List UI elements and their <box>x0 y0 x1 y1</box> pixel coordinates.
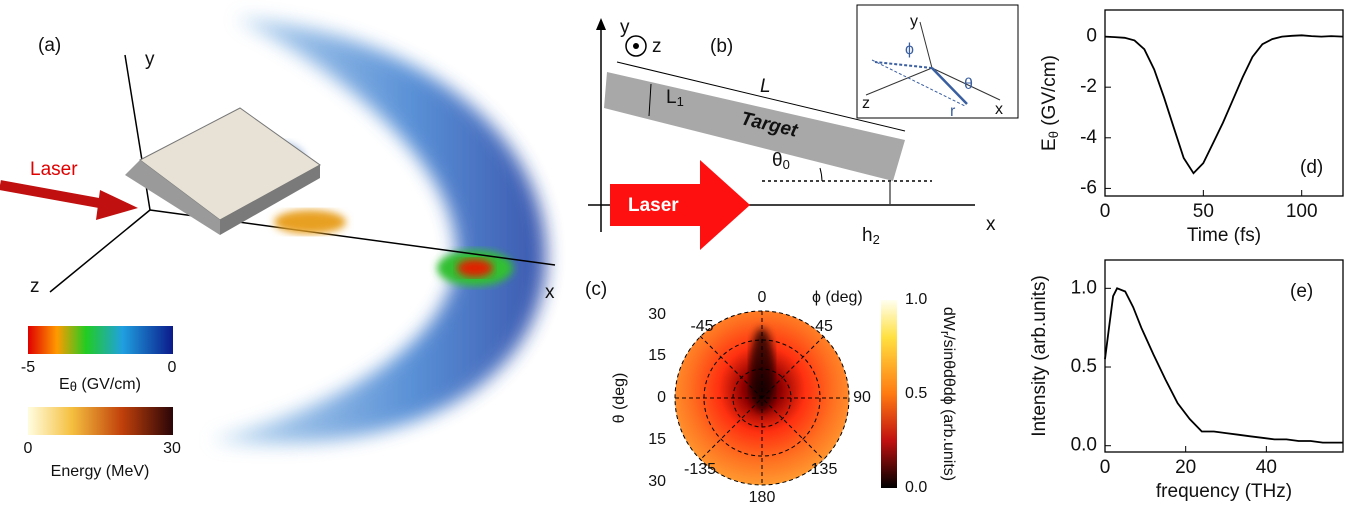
x-axis-label: Time (fs) <box>1187 225 1261 246</box>
length-label: L <box>760 76 771 97</box>
label-part: θ <box>1046 131 1061 138</box>
colorbar-label: 0.5 <box>905 385 927 402</box>
inset-label: r <box>950 103 956 120</box>
colorbar-label: 30 <box>163 440 181 457</box>
axis-label: y <box>145 49 155 70</box>
inset-label: θ <box>964 76 973 93</box>
colorbar-label: 0 <box>24 440 33 457</box>
inset-label: x <box>995 101 1003 118</box>
z-dot <box>633 43 639 49</box>
axis-label: y <box>620 17 630 38</box>
field-hotspot <box>457 259 493 277</box>
panel-c: (c) 0 45 90 135 180 -135 -45 ϕ (deg) 30 … <box>585 279 957 506</box>
y-axis-label: Eθ (GV/cm) <box>1039 55 1061 151</box>
y-tick-label: 0 <box>1086 26 1097 47</box>
page: (a) y z x Laser -5 0 Eθ (GV/cm) 0 30 Ene… <box>0 0 1357 509</box>
phi-label: 135 <box>811 461 838 478</box>
theta-label: 30 <box>648 473 666 490</box>
axis-label: z <box>30 276 40 297</box>
panel-label: (c) <box>585 279 607 300</box>
phi-label: 90 <box>853 389 871 406</box>
electron-bunch <box>274 210 346 234</box>
y-tick-label: 0.0 <box>1071 435 1097 456</box>
theta-label: 0 <box>657 389 666 406</box>
data-line <box>1105 35 1343 173</box>
phi-label: 45 <box>815 318 833 335</box>
data-line <box>1105 288 1343 442</box>
axis-label: z <box>652 36 662 57</box>
inset-label: z <box>862 95 870 112</box>
theta-label: 15 <box>648 431 666 448</box>
field-shell <box>210 18 546 444</box>
axis-label: x <box>986 214 996 235</box>
laser-label: Laser <box>30 159 78 180</box>
y-tick-label: -6 <box>1080 177 1097 198</box>
colorbar-label: 0.0 <box>905 479 927 496</box>
height-label: h2 <box>862 225 880 247</box>
panel-label: (b) <box>710 36 733 57</box>
theta-label: 30 <box>648 306 666 323</box>
phi-label: 0 <box>758 289 767 306</box>
y-tick-label: -4 <box>1080 127 1097 148</box>
x-tick-label: 0 <box>1100 457 1111 478</box>
colorbar-field <box>28 326 173 354</box>
panel-label: (e) <box>1290 281 1313 302</box>
colorbar-label: 0 <box>168 359 177 376</box>
colorbar-energy <box>28 407 173 435</box>
panel-b: y z (b) L L1 Target θ0 Laser h2 x y ϕ θ … <box>588 5 1018 250</box>
colorbar-title: dWr/sinθdθdϕ (arb.units) <box>938 307 957 481</box>
theta-title: θ (deg) <box>611 373 628 424</box>
inset-label: y <box>910 13 918 30</box>
arrow-head <box>596 18 606 30</box>
axis-z <box>50 210 150 292</box>
x-tick-label: 20 <box>1175 457 1196 478</box>
phi-title: ϕ (deg) <box>812 289 863 306</box>
laser-label: Laser <box>628 195 679 216</box>
target-slab <box>140 108 320 220</box>
panel-label: (a) <box>38 35 61 56</box>
laser-beam <box>0 185 110 205</box>
colorbar <box>881 300 897 488</box>
colorbar-title: Eθ (GV/cm) <box>59 376 141 394</box>
y-axis-label: Intensity (arb.units) <box>1029 275 1050 437</box>
x-tick-label: 50 <box>1193 201 1214 222</box>
laser-head <box>96 190 138 220</box>
y-tick-label: 0.5 <box>1071 356 1097 377</box>
phi-label: 180 <box>749 489 776 506</box>
panel-a: (a) y z x Laser -5 0 Eθ (GV/cm) 0 30 Ene… <box>0 18 555 480</box>
phi-label: -135 <box>684 461 716 478</box>
inset-label: ϕ <box>905 41 914 58</box>
colorbar-title: Energy (MeV) <box>51 463 150 480</box>
colorbar-label: -5 <box>21 359 35 376</box>
x-tick-label: 100 <box>1286 201 1318 222</box>
y-tick-label: 1.0 <box>1071 277 1097 298</box>
label-part: (GV/cm) <box>1039 55 1060 131</box>
inset <box>857 5 1018 118</box>
theta-label: 15 <box>648 347 666 364</box>
phi-label: -45 <box>690 318 713 335</box>
x-tick-label: 40 <box>1256 457 1277 478</box>
panel-label: (d) <box>1300 157 1323 178</box>
x-tick-label: 0 <box>1100 201 1111 222</box>
x-axis-label: frequency (THz) <box>1156 481 1292 502</box>
colorbar-label: 1.0 <box>905 291 927 308</box>
axis-label: x <box>545 282 555 303</box>
angle-arc <box>820 168 822 181</box>
label-part: E <box>1039 138 1060 151</box>
y-tick-label: -2 <box>1080 76 1097 97</box>
figure: (a) y z x Laser -5 0 Eθ (GV/cm) 0 30 Ene… <box>0 0 1357 509</box>
